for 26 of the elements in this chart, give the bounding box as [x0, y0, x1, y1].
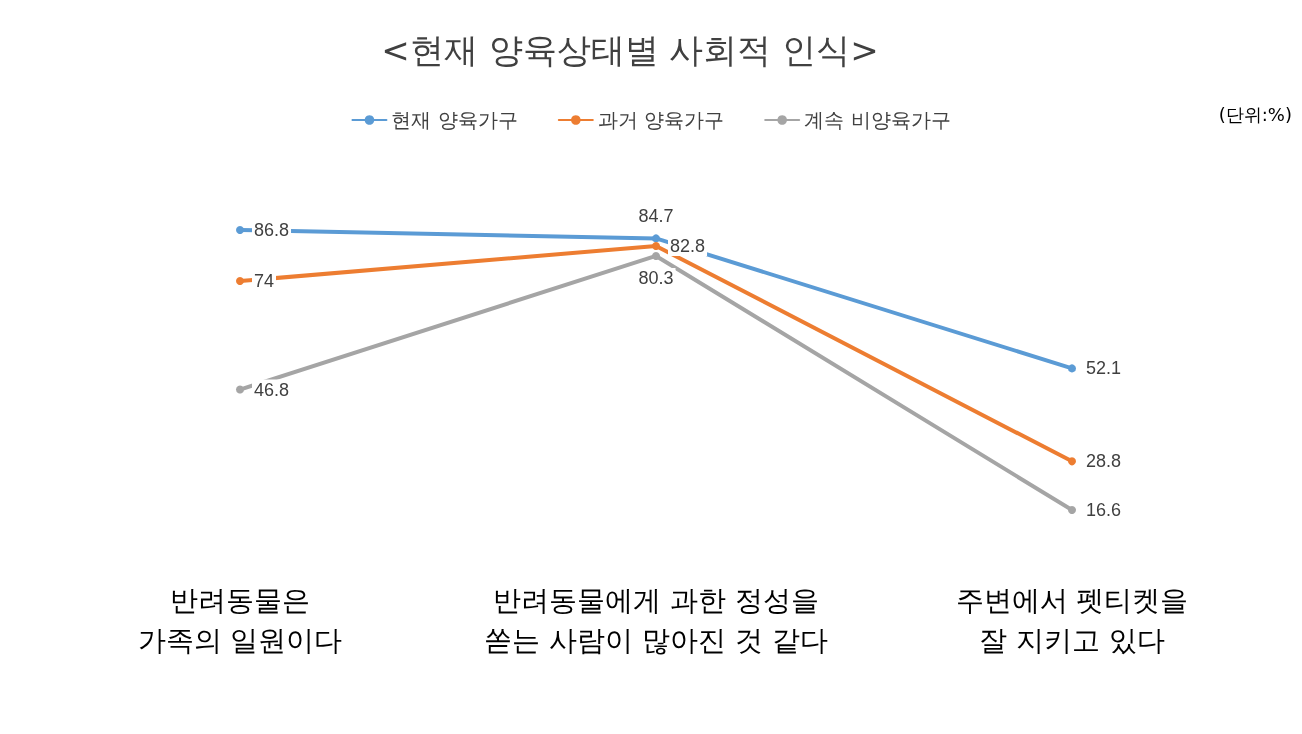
data-label: 28.8: [1086, 451, 1122, 472]
point: [236, 226, 244, 234]
legend-label: 현재 양육가구: [391, 108, 518, 132]
x-tick-label: 반려동물에게 과한 정성을 쏟는 사람이 많아진 것 같다: [484, 583, 828, 657]
point: [652, 234, 660, 243]
chart-title: <현재 양육상태별 사회적 인식>: [381, 30, 879, 70]
point: [1068, 457, 1076, 466]
point: [236, 277, 244, 286]
legend-label: 과거 양육가구: [597, 108, 725, 132]
x-tick-label: 주변에서 펫티켓을 잘 지키고 있다: [955, 583, 1189, 657]
data-label: 82.8: [670, 235, 706, 256]
data-label: 84.7: [638, 206, 674, 227]
data-label: 74: [254, 271, 275, 292]
data-label: 80.3: [638, 267, 674, 288]
text: (단위:%): [1218, 103, 1293, 125]
point: [1068, 506, 1076, 514]
data-label: 86.8: [254, 220, 290, 240]
data-label: 16.6: [1086, 500, 1122, 520]
data-label: 52.1: [1086, 358, 1122, 379]
point: [1068, 364, 1076, 373]
point: [652, 241, 660, 250]
x-tick-label: 반려동물은 가족의 일원이다: [137, 583, 343, 657]
data-label: 46.8: [254, 379, 290, 400]
point: [236, 385, 244, 394]
legend-label: 계속 비양육가구: [804, 108, 951, 132]
point: [652, 251, 660, 260]
